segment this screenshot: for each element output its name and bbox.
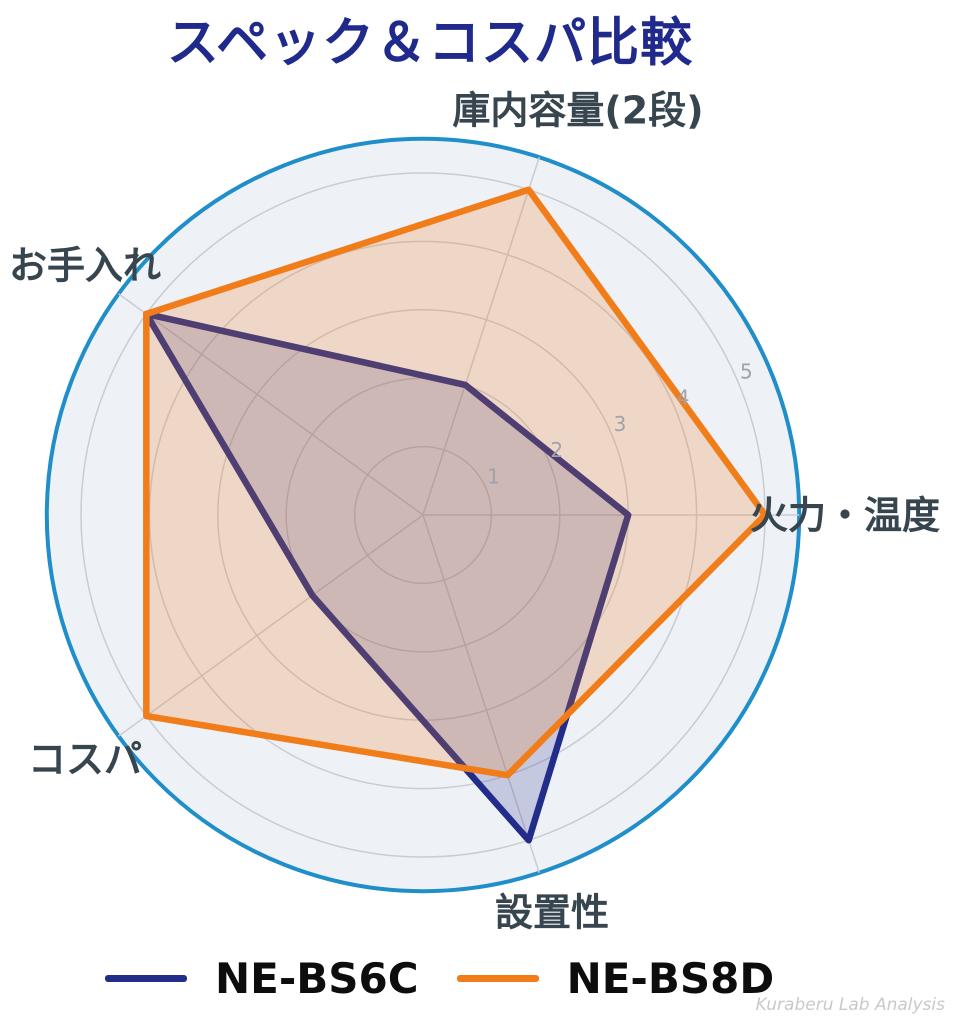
axis-label-4: 設置性 [495, 891, 609, 935]
series-polygon-ne-bs6c [143, 310, 632, 844]
legend-line-swatch [105, 974, 187, 982]
axis-spoke [118, 514, 424, 737]
axis-label-3: コスパ [28, 738, 142, 782]
axis-label-2: お手入れ [9, 244, 161, 288]
radial-tick-label: 4 [677, 386, 690, 410]
legend-line-swatch [456, 974, 539, 982]
radial-tick-label: 5 [740, 360, 753, 384]
axis-label-1: 庫内容量(2段) [452, 89, 703, 133]
series-polygon-ne-bs8d [143, 186, 769, 779]
radial-tick-label: 1 [487, 464, 500, 488]
radial-tick-label: 2 [550, 438, 563, 462]
axis-label-0: 火力・温度 [750, 494, 940, 538]
legend-item-ne-bs8d[interactable]: NE-BS8D [456, 953, 775, 1003]
legend-label: NE-BS8D [566, 953, 775, 1003]
watermark: Kuraberu Lab Analysis [755, 995, 945, 1015]
legend-item-ne-bs6c[interactable]: NE-BS6C [105, 954, 419, 1003]
legend-label: NE-BS6C [215, 953, 419, 1003]
axis-spoke [422, 514, 540, 874]
legend: NE-BS6C NE-BS8D [105, 952, 805, 1004]
axis-spoke [422, 156, 540, 516]
axis-spoke [118, 293, 424, 516]
page-title: スペック＆コスパ比較 [166, 13, 694, 74]
radial-tick-label: 3 [614, 412, 627, 436]
